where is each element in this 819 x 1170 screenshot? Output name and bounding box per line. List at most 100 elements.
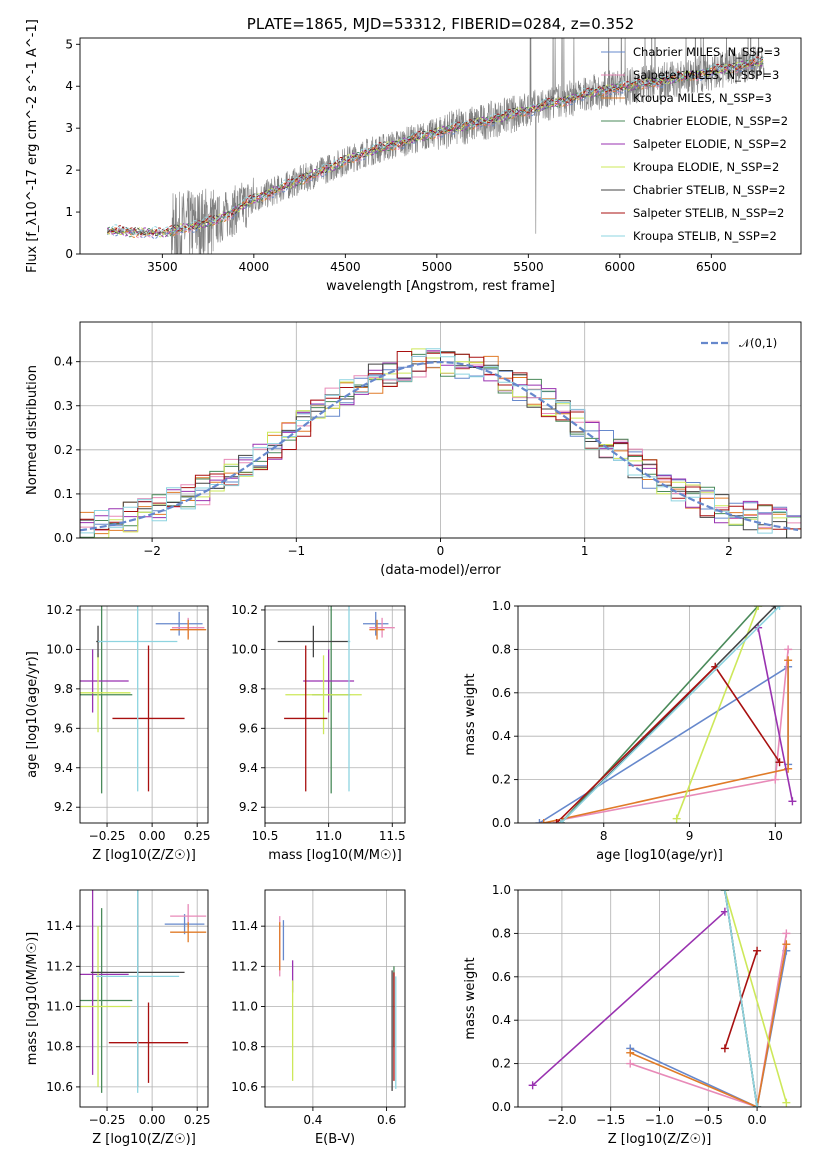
y-tick-label: 0.1 bbox=[54, 487, 73, 501]
x-tick-label: 0.4 bbox=[303, 1113, 322, 1127]
x-tick-label: 2 bbox=[725, 544, 733, 558]
y-tick: 0.8 bbox=[492, 642, 518, 656]
marker-2-2 bbox=[784, 656, 793, 665]
y-tick: 11.2 bbox=[46, 959, 80, 973]
marker-1-1 bbox=[771, 775, 780, 784]
plot-area bbox=[107, 38, 765, 254]
x-tick: 0 bbox=[437, 538, 444, 558]
mass-weight-series-1 bbox=[629, 933, 788, 1107]
x-tick-label: 10 bbox=[768, 829, 783, 843]
y-tick-label: 0 bbox=[65, 247, 73, 261]
errorbar-point-4 bbox=[80, 649, 129, 713]
errorbar-point-0 bbox=[363, 611, 389, 636]
x-tick: 4500 bbox=[330, 254, 361, 274]
errorbar-point-5 bbox=[80, 653, 131, 733]
y-tick: 0.2 bbox=[492, 773, 518, 787]
errorbar-point-8 bbox=[98, 606, 178, 792]
x-tick: 10.5 bbox=[252, 823, 278, 843]
mass-weight-series-5 bbox=[724, 890, 788, 1103]
legend-label: Kroupa STELIB, N_SSP=2 bbox=[633, 229, 777, 243]
y-axis-label: mass weight bbox=[463, 957, 478, 1039]
chart-age-vs-Z: −0.25 0.00 0.25 9.2 9.4 9.6 9.8 10.0 10.2 Z [log1… bbox=[25, 603, 211, 863]
legend-entry-1: Salpeter MILES, N_SSP=3 bbox=[601, 68, 779, 82]
y-tick-label: 0.0 bbox=[54, 531, 73, 545]
legend-entry-0: 𝒩(0,1) bbox=[701, 336, 777, 350]
x-tick: −2 bbox=[143, 538, 161, 558]
x-tick: 1 bbox=[581, 538, 589, 558]
y-tick: 1.0 bbox=[492, 599, 518, 613]
marker-2-0 bbox=[626, 1048, 635, 1057]
y-tick-label: 11.0 bbox=[231, 1000, 258, 1014]
legend-entry-4: Salpeter ELODIE, N_SSP=2 bbox=[601, 137, 787, 151]
axes-frame bbox=[79, 37, 802, 255]
errorbar-point-7 bbox=[108, 1002, 189, 1083]
y-tick-label: 9.4 bbox=[239, 761, 258, 775]
y-tick-label: 11.2 bbox=[46, 959, 73, 973]
y-tick: 0.3 bbox=[54, 399, 80, 413]
y-tick: 11.0 bbox=[231, 1000, 265, 1014]
plot-area bbox=[279, 916, 397, 1091]
y-tick-label: 11.0 bbox=[46, 1000, 73, 1014]
x-tick-label: 5000 bbox=[422, 260, 453, 274]
y-axis-label: mass [log10(M/M☉)] bbox=[25, 932, 40, 1065]
y-tick: 9.4 bbox=[54, 761, 80, 775]
x-tick-label: 5500 bbox=[513, 260, 544, 274]
x-tick: 6000 bbox=[605, 254, 635, 274]
x-tick: 0.6 bbox=[377, 1107, 396, 1127]
x-tick: 6500 bbox=[696, 254, 727, 274]
model-spectrum-5 bbox=[107, 59, 764, 238]
y-tick: 9.6 bbox=[239, 721, 265, 735]
legend-label: Kroupa MILES, N_SSP=3 bbox=[633, 91, 772, 105]
x-tick: 0.25 bbox=[184, 1107, 211, 1127]
model-spectrum-1 bbox=[107, 59, 764, 239]
legend-label: Chabrier ELODIE, N_SSP=2 bbox=[633, 114, 788, 128]
x-tick-label: 0.00 bbox=[139, 1113, 166, 1127]
plot-area bbox=[528, 890, 791, 1107]
plot-area bbox=[80, 348, 801, 538]
marker-2-0 bbox=[539, 819, 548, 823]
marker-1-2 bbox=[782, 929, 791, 938]
errorbar-point-0 bbox=[155, 611, 203, 636]
y-tick: 0.0 bbox=[54, 531, 80, 545]
errorbar-point-3 bbox=[80, 908, 133, 1093]
x-tick-label: 11.5 bbox=[379, 829, 406, 843]
x-tick: 9 bbox=[686, 823, 693, 843]
y-tick: 1.0 bbox=[492, 883, 518, 897]
x-axis-label: Z [log10(Z/Z☉)] bbox=[92, 1132, 196, 1147]
y-tick: 10.2 bbox=[46, 603, 80, 617]
x-tick: −1.5 bbox=[596, 1107, 625, 1127]
x-tick-label: 0.6 bbox=[377, 1113, 396, 1127]
x-tick: 8 bbox=[600, 823, 608, 843]
x-tick-label: 0.0 bbox=[748, 1113, 767, 1127]
y-tick-label: 0.2 bbox=[492, 773, 511, 787]
errorbar-point-2 bbox=[170, 619, 207, 640]
x-tick-label: 0.25 bbox=[184, 1113, 211, 1127]
plot-area bbox=[277, 606, 395, 794]
y-tick-label: 0.2 bbox=[492, 1057, 511, 1071]
y-tick-label: 0.4 bbox=[492, 1013, 511, 1027]
mass-weight-series-0 bbox=[538, 665, 789, 823]
y-tick-label: 1 bbox=[65, 205, 73, 219]
y-tick-label: 0.3 bbox=[54, 399, 73, 413]
x-axis-label: Z [log10(Z/Z☉)] bbox=[608, 1132, 712, 1147]
x-axis-label: mass [log10(M/M☉)] bbox=[268, 848, 401, 863]
y-tick: 0.0 bbox=[492, 1100, 518, 1114]
histogram-5 bbox=[80, 348, 801, 538]
x-tick: 5500 bbox=[513, 254, 544, 274]
marker-6-1 bbox=[771, 606, 780, 610]
x-axis-label: wavelength [Angstrom, rest frame] bbox=[326, 279, 555, 294]
y-tick: 1 bbox=[65, 205, 80, 219]
mass-weight-series-4 bbox=[532, 911, 726, 1086]
errorbar-point-2 bbox=[369, 619, 385, 640]
y-tick: 9.2 bbox=[54, 800, 80, 814]
y-tick: 11.2 bbox=[231, 959, 265, 973]
legend-label: Salpeter ELODIE, N_SSP=2 bbox=[633, 137, 787, 151]
model-spectrum-4 bbox=[107, 60, 764, 238]
y-tick-label: 0.2 bbox=[54, 443, 73, 457]
mass-weight-series-4 bbox=[757, 627, 794, 802]
y-tick-label: 1.0 bbox=[492, 883, 511, 897]
y-tick: 0.2 bbox=[492, 1057, 518, 1071]
x-tick: 4000 bbox=[239, 254, 269, 274]
y-axis-label: Normed distribution bbox=[25, 365, 40, 495]
